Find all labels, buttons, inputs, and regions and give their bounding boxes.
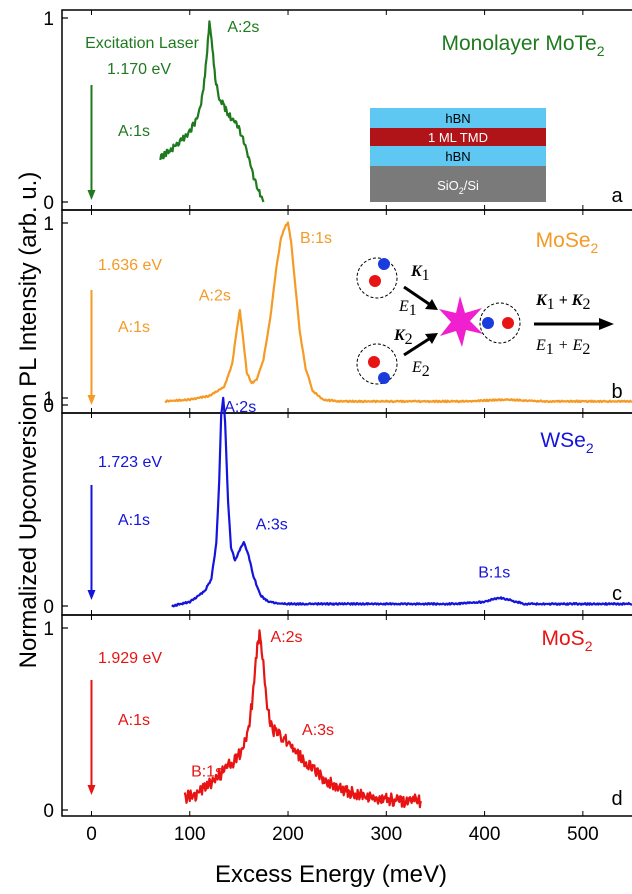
laser-arrow-head — [87, 785, 96, 795]
label-esum: E1 + E2 — [535, 337, 590, 358]
material-label: WSe2 — [540, 429, 594, 456]
exciton-1-electron — [369, 275, 381, 287]
x-tick-label: 300 — [370, 824, 402, 845]
label-k2: K2 — [393, 327, 413, 348]
y-tick-label: 0 — [43, 801, 54, 822]
arrow-k1 — [403, 285, 433, 308]
peak-label: A:3s — [302, 722, 334, 739]
y-tick-label: 1 — [43, 389, 54, 410]
peak-label: B:1s — [191, 763, 223, 780]
panel-d: 0 1 1.929 eV A:1s MoS2 d B:1s A:2s A:3s — [43, 614, 632, 822]
exciton-2-electron — [368, 356, 380, 368]
stack-tmd-label: 1 ML TMD — [428, 130, 488, 145]
panel-frame — [61, 614, 632, 817]
series-line-b — [164, 221, 632, 404]
stack-hbn-bottom — [370, 146, 546, 166]
stack-substrate-label: SiO2/Si — [437, 178, 479, 196]
label-k1: K1 — [410, 263, 430, 284]
laser-energy: 1.636 eV — [98, 257, 162, 274]
label-ksum: K1 + K2 — [535, 292, 590, 313]
process-diagram: K1 E1 K2 E2 K1 + K2 E1 + E2 — [356, 257, 614, 385]
y-tick-label: 1 — [43, 619, 54, 640]
material-label: Monolayer MoTe2 — [441, 32, 604, 59]
y-axis-label: Normalized Upconversion PL Intensity (ar… — [15, 172, 42, 669]
laser-arrow-head — [87, 395, 96, 405]
stack-hbn-top-label: hBN — [445, 111, 470, 126]
peak-label: A:2s — [271, 629, 303, 646]
layer-stack-inset: hBN 1 ML TMD hBN SiO2/Si — [370, 108, 546, 202]
panel-letter: d — [611, 788, 622, 810]
x-tick-label: 0 — [86, 824, 97, 845]
y-tick-label: 1 — [43, 9, 54, 30]
x-ticks: 0 100 200 300 400 500 — [86, 824, 599, 845]
panel-letter: c — [612, 583, 622, 605]
stack-hbn-top — [370, 108, 546, 128]
panel-letter: b — [611, 381, 622, 403]
material-label: MoS2 — [542, 627, 593, 654]
y-tick-label: 1 — [43, 214, 54, 235]
peak-label: A:2s — [224, 399, 256, 416]
laser-energy: 1.929 eV — [98, 650, 162, 667]
peak-label: A:2s — [199, 287, 231, 304]
arrow-k2-head — [425, 333, 438, 344]
exciton-1-hole — [378, 258, 390, 270]
exciton-1-ring — [356, 257, 398, 299]
stack-tmd — [370, 128, 546, 146]
collision-star — [439, 296, 483, 347]
laser-arrow-head — [87, 590, 96, 600]
arrow-label: A:1s — [118, 319, 150, 336]
peak-label: A:2s — [227, 19, 259, 36]
arrow-out-head — [599, 318, 614, 330]
arrow-k2 — [403, 335, 433, 357]
laser-label: Excitation Laser — [85, 35, 200, 52]
arrow-label: A:1s — [118, 712, 150, 729]
series-line-c — [171, 396, 632, 608]
exciton-2-hole — [378, 372, 390, 384]
stack-substrate — [370, 166, 546, 202]
exciton-out-ring — [479, 302, 521, 344]
panel-a: 0 1 Excitation Laser 1.170 eV A:1s Monolayer … — [43, 9, 632, 214]
arrow-label: A:1s — [118, 512, 150, 529]
stack-hbn-bottom-label: hBN — [445, 149, 470, 164]
material-label: MoSe2 — [536, 229, 599, 256]
laser-energy: 1.723 eV — [98, 454, 162, 471]
arrow-k1-head — [425, 299, 438, 310]
y-tick-label: 0 — [43, 396, 54, 417]
x-tick-label: 200 — [272, 824, 304, 845]
exciton-2-ring — [356, 343, 398, 385]
x-tick-label: 500 — [567, 824, 599, 845]
peak-label: A:3s — [256, 517, 288, 534]
y-tick-label: 0 — [43, 597, 54, 618]
label-e1: E1 — [398, 298, 417, 319]
arrow-label: A:1s — [118, 123, 150, 140]
y-tick-label: 0 — [43, 193, 54, 214]
exciton-out-electron — [502, 317, 514, 329]
panel-letter: a — [611, 185, 623, 207]
series-line-a — [159, 20, 265, 203]
series-line-d — [183, 629, 422, 809]
x-tick-label: 100 — [174, 824, 206, 845]
exciton-out-hole — [482, 317, 494, 329]
laser-energy: 1.170 eV — [107, 61, 171, 78]
label-e2: E2 — [411, 359, 430, 380]
peak-label: B:1s — [478, 565, 510, 582]
peak-label: B:1s — [300, 230, 332, 247]
laser-arrow-head — [87, 190, 96, 200]
x-axis-label: Excess Energy (meV) — [215, 861, 447, 888]
x-tick-label: 400 — [469, 824, 501, 845]
